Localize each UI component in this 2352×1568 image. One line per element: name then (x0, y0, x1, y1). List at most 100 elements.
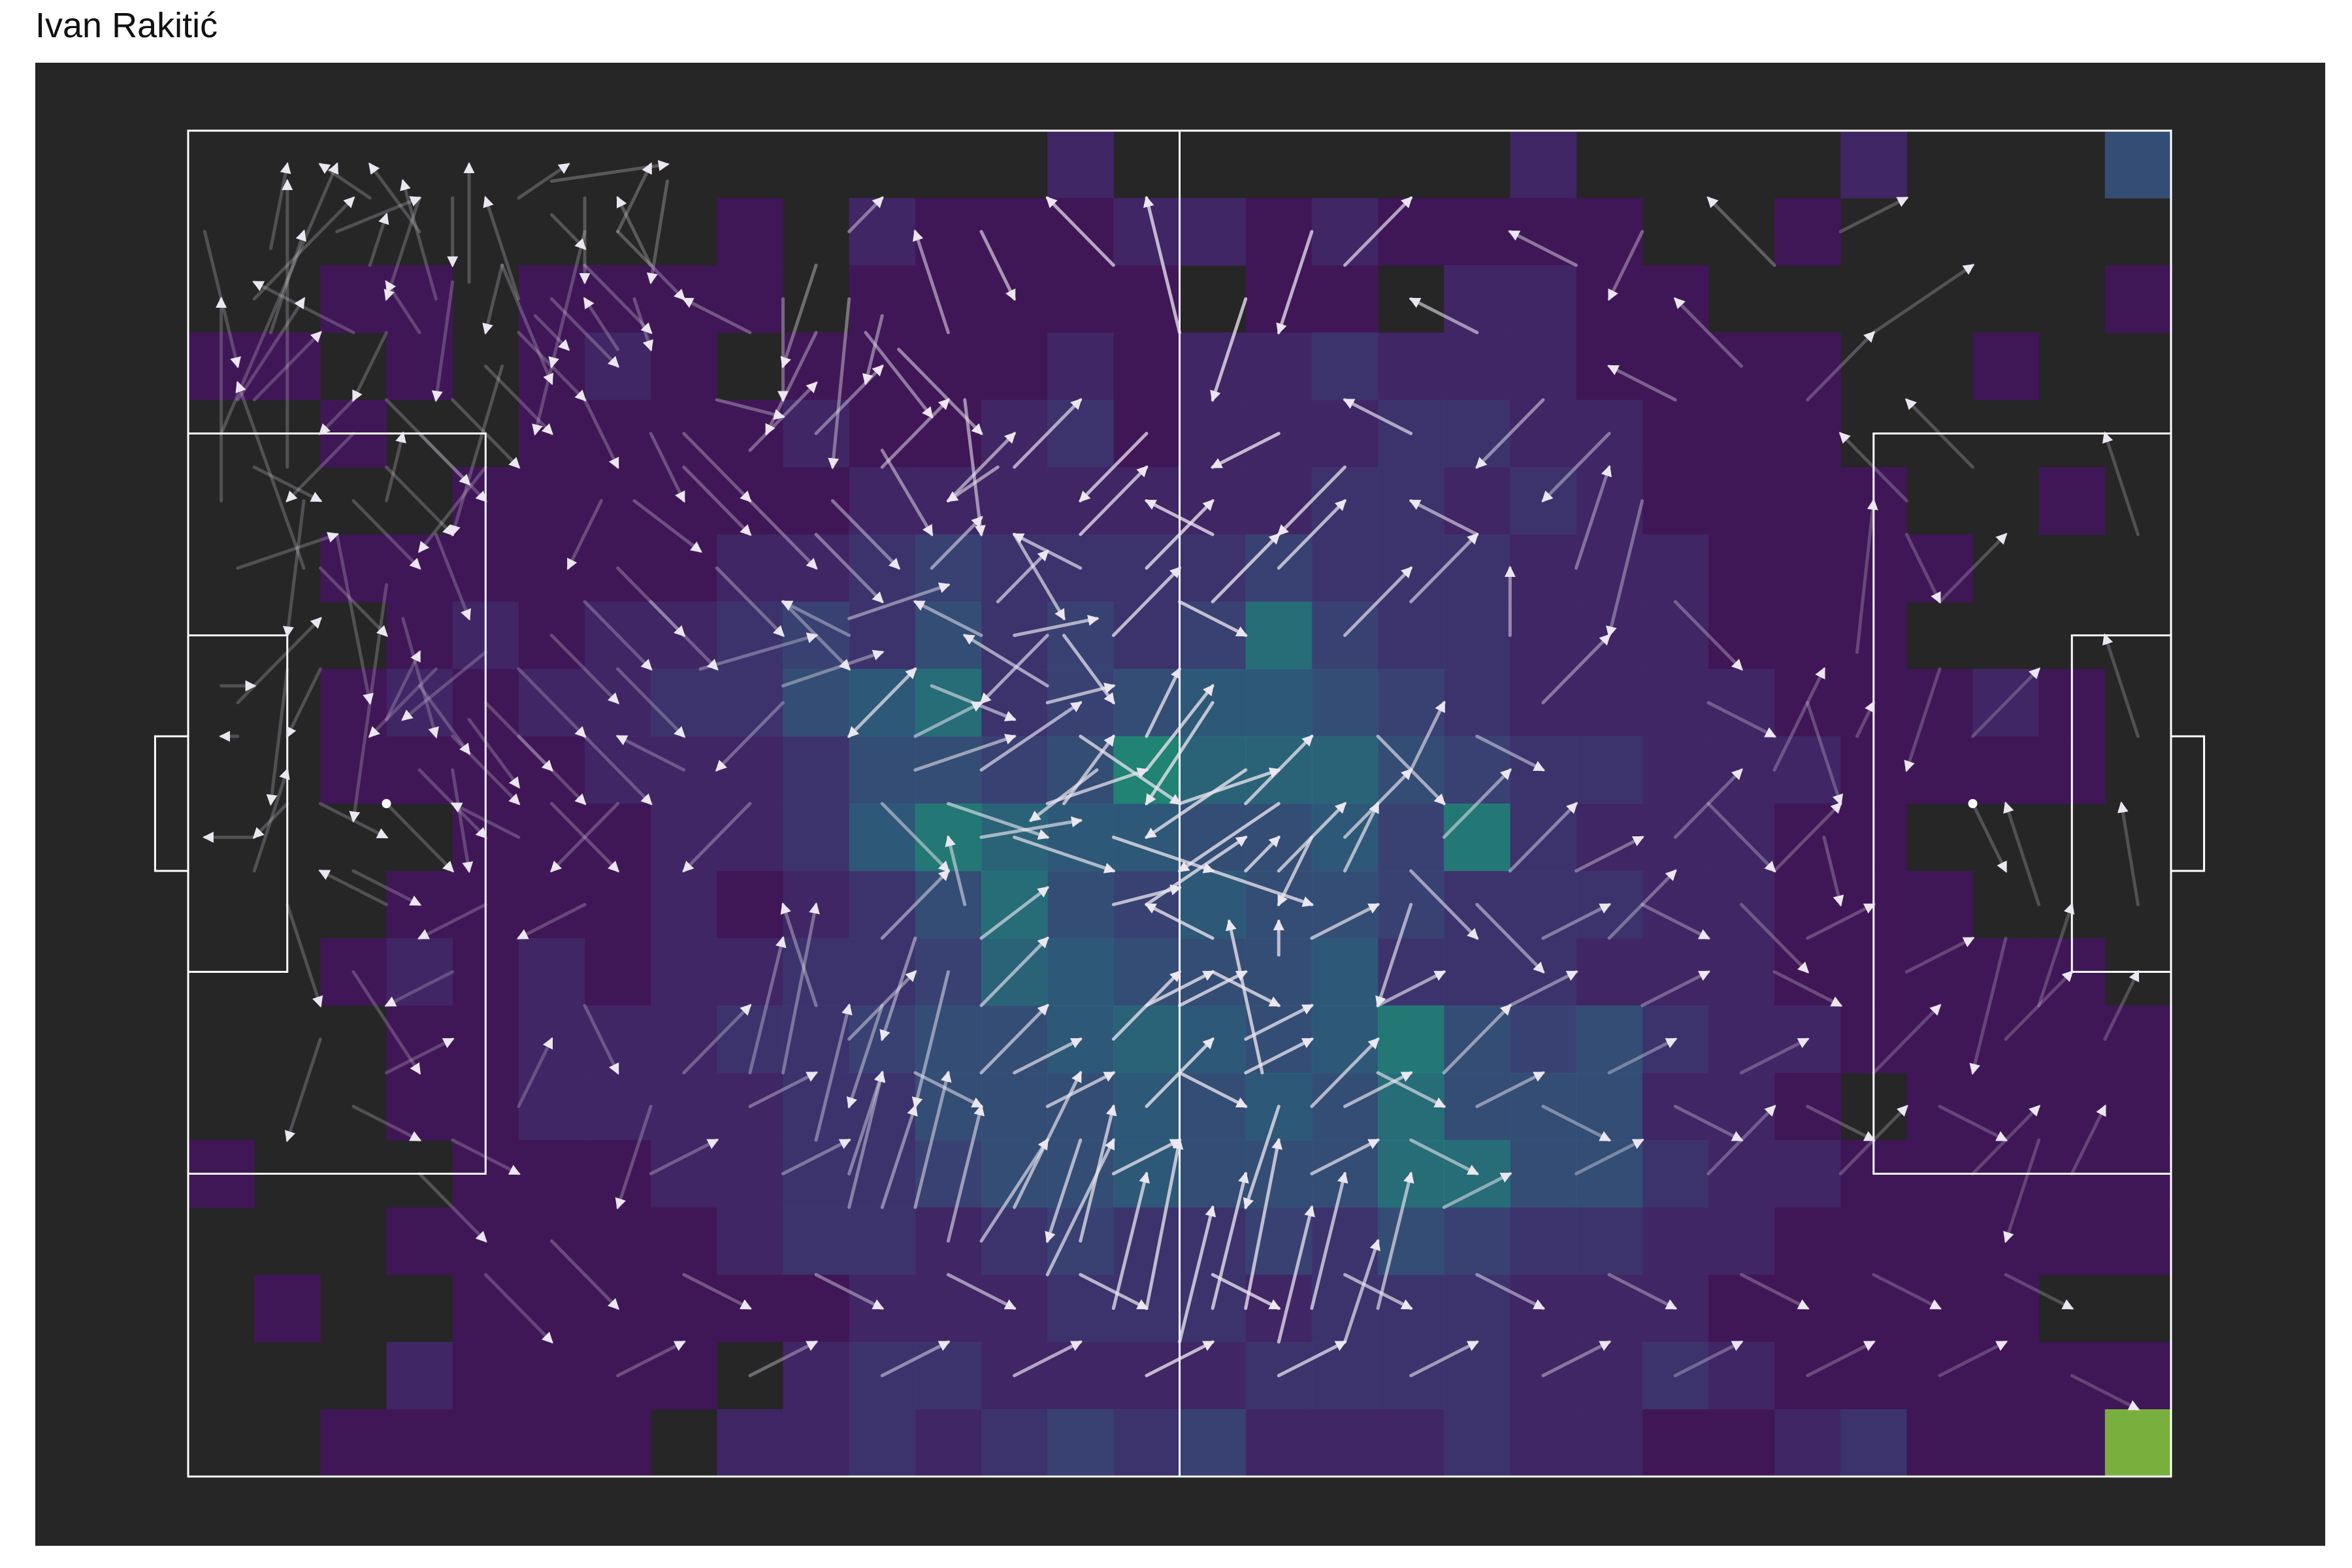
heatmap-cell (1840, 1275, 1907, 1343)
heatmap-cell (1179, 534, 1247, 602)
heatmap-cell (849, 804, 916, 872)
pass-arrow (814, 532, 884, 604)
pass-arrow (1211, 1273, 1281, 1310)
pass-arrow (946, 465, 1000, 502)
pass-arrow (649, 432, 686, 503)
pass-arrow (847, 667, 917, 738)
heatmap-cell (915, 1073, 982, 1141)
heatmap-cell (651, 1005, 717, 1073)
pass-arrow (1343, 1071, 1413, 1108)
heatmap-cell (783, 1005, 850, 1073)
heatmap-cell (1708, 467, 1775, 535)
heatmap-cell (585, 1073, 651, 1141)
pass-arrow (1178, 1205, 1217, 1344)
heatmap-cell (651, 1342, 717, 1410)
heatmap-cell (1774, 198, 1841, 266)
pass-arrow (549, 802, 620, 873)
pass-arrow (780, 902, 818, 1007)
heatmap-cell (1972, 1005, 2040, 1073)
chart-title: Ivan Rakitić (35, 6, 218, 45)
pass-arrow (451, 398, 521, 469)
pass-arrow (979, 230, 1017, 301)
heatmap-cell (1708, 1073, 1775, 1141)
heatmap-cell (783, 1409, 850, 1477)
pass-arrow (252, 768, 290, 873)
pass-arrow (1938, 1105, 2008, 1142)
heatmap-cell (717, 602, 784, 670)
heatmap-cell (1774, 1409, 1841, 1477)
heatmap-cell (849, 736, 916, 804)
pass-arrow (1012, 532, 1083, 570)
pass-arrow (698, 632, 819, 671)
pass-arrow (1971, 1105, 2041, 1175)
pass-arrow (946, 432, 1017, 502)
pass-arrow (1045, 767, 1149, 806)
heatmap-cell (2038, 1207, 2106, 1275)
heatmap-cell (1510, 534, 1577, 602)
heatmap-cell (651, 871, 717, 939)
heatmap-cell (1245, 198, 1313, 266)
heatmap-cell (1708, 1207, 1775, 1275)
pass-arrow (615, 734, 686, 772)
heatmap-cell (386, 1005, 453, 1073)
pass-arrow (450, 802, 521, 839)
pass-arrow (417, 432, 487, 502)
pass-arrow (1475, 1071, 1545, 1108)
pass-arrow (1376, 970, 1446, 1007)
pass-arrow (549, 213, 587, 250)
pass-arrow (847, 196, 884, 233)
pass-arrow (1772, 666, 1826, 772)
heatmap-cell (1642, 1140, 1709, 1208)
heatmap-cell (783, 736, 850, 804)
heatmap-cell (1576, 1073, 1643, 1141)
pass-arrow (236, 297, 306, 402)
heatmap-cell (1245, 467, 1313, 535)
pass-arrow (1013, 1340, 1083, 1377)
pass-arrow (583, 1004, 620, 1075)
heatmap-cell (386, 736, 453, 804)
pass-arrow (318, 869, 388, 906)
heatmap-cell (981, 1140, 1048, 1208)
pass-arrow (682, 432, 752, 502)
heatmap-cell (386, 333, 453, 400)
pass-arrow (1178, 970, 1248, 1007)
pass-arrow (1707, 1105, 1776, 1175)
pass-arrow (1211, 869, 1315, 907)
pass-arrow (748, 1071, 819, 1108)
pass-arrow (1409, 499, 1479, 536)
pass-arrow (500, 263, 553, 385)
heatmap-cell (518, 669, 585, 737)
heatmap-cell (1708, 1005, 1775, 1073)
pass-arrow (1343, 1239, 1380, 1344)
pass-arrow (1310, 1037, 1380, 1108)
pass-arrow (1045, 1137, 1115, 1277)
pass-arrow (451, 1138, 521, 1175)
pass-arrow (946, 802, 1050, 840)
pass-arrow (1079, 1104, 1117, 1243)
pass-arrow (1375, 903, 1413, 1008)
pass-arrow (1013, 1070, 1083, 1209)
pass-arrow (1013, 615, 1100, 637)
pass-arrow (1541, 634, 1611, 704)
pass-arrow (548, 230, 587, 368)
pass-arrow (583, 263, 653, 335)
heatmap-cell (518, 1409, 585, 1477)
pass-arrow (1838, 1105, 1908, 1175)
pass-arrow (1641, 903, 1710, 940)
pass-arrow (1277, 836, 1314, 907)
heatmap-cell (1708, 1140, 1775, 1208)
pass-arrow (401, 617, 439, 739)
heatmap-cell (386, 1409, 453, 1477)
heatmap-cell (585, 602, 651, 670)
heatmap-cell (1311, 534, 1379, 602)
pass-arrow (1475, 398, 1545, 469)
pass-arrow (1575, 836, 1644, 873)
heatmap-cell (651, 669, 717, 737)
heatmap-cell (1708, 938, 1775, 1006)
heatmap-cell (1906, 1409, 1974, 1477)
pass-arrow (1376, 734, 1446, 806)
heatmap-cell (849, 534, 916, 602)
heatmap-cell (1774, 602, 1841, 670)
pass-arrow (1971, 802, 2008, 874)
pass-arrow (1409, 1138, 1479, 1175)
